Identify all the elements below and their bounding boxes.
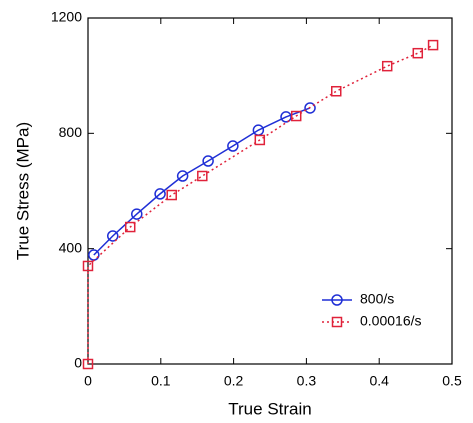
marker <box>154 188 166 200</box>
legend-marker <box>331 294 343 306</box>
y-tick-label: 400 <box>59 239 83 255</box>
marker <box>82 260 94 272</box>
x-tick-label: 0.2 <box>224 373 244 389</box>
marker <box>304 102 316 114</box>
marker <box>427 39 439 51</box>
legend-label: 0.00016/s <box>360 313 422 329</box>
marker <box>124 221 136 233</box>
y-tick-label: 0 <box>74 355 82 371</box>
marker <box>254 134 266 146</box>
y-tick-label: 1200 <box>51 9 82 25</box>
marker <box>381 60 393 72</box>
marker <box>131 208 143 220</box>
series-line <box>87 44 434 364</box>
marker <box>227 140 239 152</box>
marker <box>412 47 424 59</box>
plot-frame <box>87 17 453 365</box>
marker <box>197 170 208 182</box>
x-tick-label: 0.5 <box>442 373 462 389</box>
x-tick-label: 0.4 <box>369 373 389 389</box>
marker <box>202 155 214 167</box>
x-tick-label: 0.1 <box>151 373 171 389</box>
marker <box>88 249 100 261</box>
y-tick-label: 800 <box>59 124 83 140</box>
marker <box>176 170 189 182</box>
legend-marker <box>331 316 343 328</box>
marker <box>290 110 302 122</box>
x-tick-label: 0 <box>84 373 92 389</box>
marker <box>166 189 177 201</box>
marker <box>107 230 119 242</box>
y-axis-label: True Stress (MPa) <box>13 122 32 260</box>
x-axis-label: True Strain <box>228 399 311 418</box>
series-line <box>93 107 311 256</box>
marker <box>82 358 94 370</box>
x-tick-label: 0.3 <box>297 373 317 389</box>
legend-label: 800/s <box>360 291 394 307</box>
marker <box>330 85 342 97</box>
